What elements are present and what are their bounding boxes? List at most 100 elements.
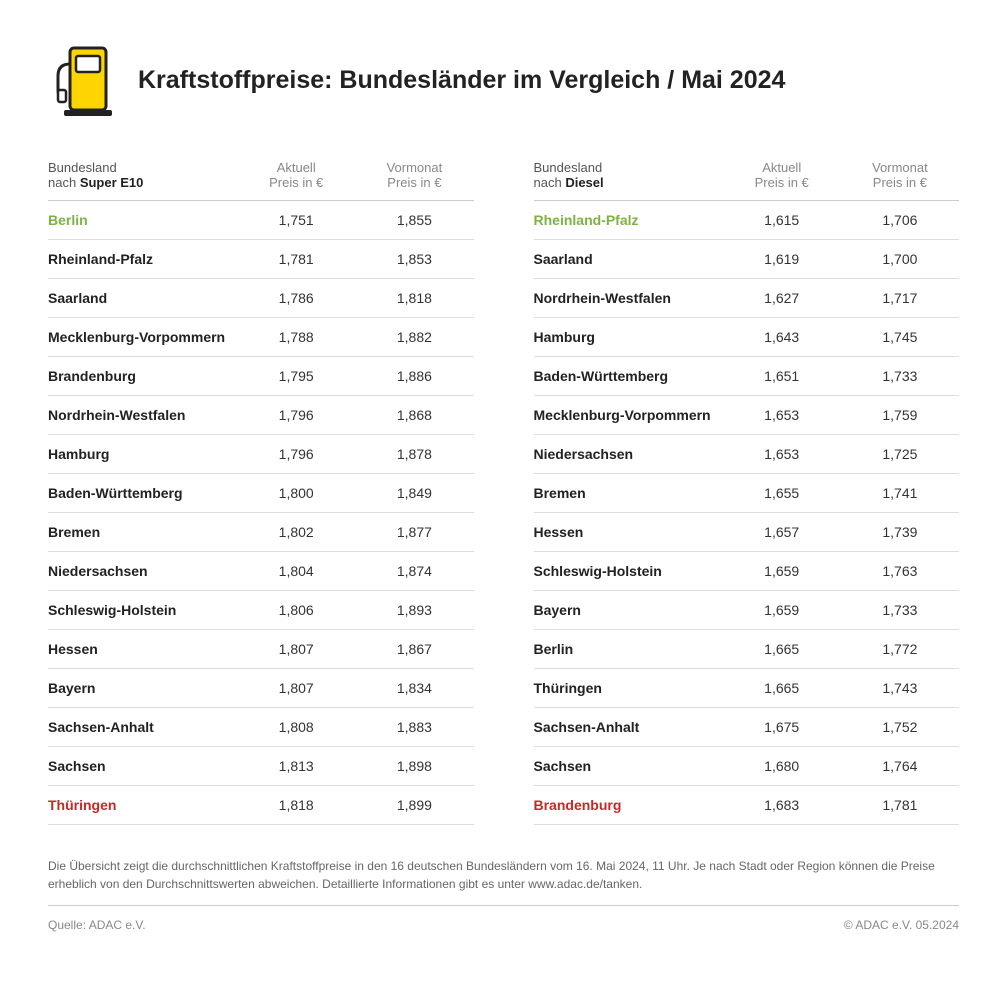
table-row: Thüringen1,6651,743 — [534, 669, 960, 708]
previous-price: 1,706 — [841, 212, 959, 228]
table-row: Bremen1,6551,741 — [534, 474, 960, 513]
copyright-text: © ADAC e.V. 05.2024 — [844, 918, 959, 932]
current-price: 1,807 — [237, 680, 355, 696]
previous-price: 1,763 — [841, 563, 959, 579]
state-name: Saarland — [48, 290, 237, 306]
table-header: Bundesland nach Super E10 Aktuell Preis … — [48, 150, 474, 201]
state-name: Brandenburg — [534, 797, 723, 813]
previous-price: 1,898 — [355, 758, 473, 774]
state-name: Berlin — [534, 641, 723, 657]
header-state: Bundesland nach Super E10 — [48, 160, 237, 190]
previous-price: 1,818 — [355, 290, 473, 306]
previous-price: 1,733 — [841, 368, 959, 384]
previous-price: 1,752 — [841, 719, 959, 735]
previous-price: 1,733 — [841, 602, 959, 618]
current-price: 1,751 — [237, 212, 355, 228]
current-price: 1,651 — [723, 368, 841, 384]
current-price: 1,659 — [723, 563, 841, 579]
state-name: Sachsen — [534, 758, 723, 774]
table-row: Saarland1,7861,818 — [48, 279, 474, 318]
table-row: Schleswig-Holstein1,8061,893 — [48, 591, 474, 630]
state-name: Saarland — [534, 251, 723, 267]
header-state: Bundesland nach Diesel — [534, 160, 723, 190]
state-name: Baden-Württemberg — [48, 485, 237, 501]
current-price: 1,665 — [723, 641, 841, 657]
table-row: Sachsen1,8131,898 — [48, 747, 474, 786]
table-row: Bremen1,8021,877 — [48, 513, 474, 552]
previous-price: 1,878 — [355, 446, 473, 462]
current-price: 1,683 — [723, 797, 841, 813]
source-text: Quelle: ADAC e.V. — [48, 918, 146, 932]
table-row: Hessen1,6571,739 — [534, 513, 960, 552]
previous-price: 1,739 — [841, 524, 959, 540]
current-price: 1,808 — [237, 719, 355, 735]
header-previous: Vormonat Preis in € — [841, 160, 959, 190]
previous-price: 1,772 — [841, 641, 959, 657]
table-super-e10: Bundesland nach Super E10 Aktuell Preis … — [48, 150, 474, 825]
current-price: 1,655 — [723, 485, 841, 501]
state-name: Hamburg — [48, 446, 237, 462]
current-price: 1,659 — [723, 602, 841, 618]
previous-price: 1,883 — [355, 719, 473, 735]
footer: Quelle: ADAC e.V. © ADAC e.V. 05.2024 — [48, 918, 959, 932]
current-price: 1,796 — [237, 407, 355, 423]
state-name: Schleswig-Holstein — [534, 563, 723, 579]
previous-price: 1,759 — [841, 407, 959, 423]
previous-price: 1,700 — [841, 251, 959, 267]
current-price: 1,818 — [237, 797, 355, 813]
state-name: Thüringen — [534, 680, 723, 696]
table-row: Baden-Württemberg1,6511,733 — [534, 357, 960, 396]
previous-price: 1,853 — [355, 251, 473, 267]
state-name: Baden-Württemberg — [534, 368, 723, 384]
previous-price: 1,899 — [355, 797, 473, 813]
current-price: 1,653 — [723, 446, 841, 462]
current-price: 1,796 — [237, 446, 355, 462]
previous-price: 1,743 — [841, 680, 959, 696]
previous-price: 1,741 — [841, 485, 959, 501]
table-row: Sachsen-Anhalt1,6751,752 — [534, 708, 960, 747]
table-row: Hamburg1,7961,878 — [48, 435, 474, 474]
table-row: Sachsen-Anhalt1,8081,883 — [48, 708, 474, 747]
previous-price: 1,882 — [355, 329, 473, 345]
table-body-0: Berlin1,7511,855Rheinland-Pfalz1,7811,85… — [48, 201, 474, 825]
current-price: 1,657 — [723, 524, 841, 540]
previous-price: 1,745 — [841, 329, 959, 345]
table-header: Bundesland nach Diesel Aktuell Preis in … — [534, 150, 960, 201]
previous-price: 1,874 — [355, 563, 473, 579]
previous-price: 1,717 — [841, 290, 959, 306]
previous-price: 1,781 — [841, 797, 959, 813]
table-diesel: Bundesland nach Diesel Aktuell Preis in … — [534, 150, 960, 825]
current-price: 1,615 — [723, 212, 841, 228]
current-price: 1,806 — [237, 602, 355, 618]
table-row: Thüringen1,8181,899 — [48, 786, 474, 825]
current-price: 1,781 — [237, 251, 355, 267]
current-price: 1,619 — [723, 251, 841, 267]
table-row: Hessen1,8071,867 — [48, 630, 474, 669]
table-row: Bayern1,8071,834 — [48, 669, 474, 708]
fuel-pump-icon — [48, 40, 118, 120]
state-name: Niedersachsen — [48, 563, 237, 579]
state-name: Nordrhein-Westfalen — [48, 407, 237, 423]
current-price: 1,807 — [237, 641, 355, 657]
previous-price: 1,868 — [355, 407, 473, 423]
state-name: Bremen — [534, 485, 723, 501]
previous-price: 1,867 — [355, 641, 473, 657]
previous-price: 1,725 — [841, 446, 959, 462]
state-name: Sachsen-Anhalt — [534, 719, 723, 735]
table-row: Nordrhein-Westfalen1,6271,717 — [534, 279, 960, 318]
state-name: Mecklenburg-Vorpommern — [534, 407, 723, 423]
state-name: Schleswig-Holstein — [48, 602, 237, 618]
footnote: Die Übersicht zeigt die durchschnittlich… — [48, 845, 959, 906]
table-row: Hamburg1,6431,745 — [534, 318, 960, 357]
table-row: Mecklenburg-Vorpommern1,6531,759 — [534, 396, 960, 435]
table-row: Mecklenburg-Vorpommern1,7881,882 — [48, 318, 474, 357]
table-row: Brandenburg1,6831,781 — [534, 786, 960, 825]
page-title: Kraftstoffpreise: Bundesländer im Vergle… — [138, 66, 785, 95]
table-row: Saarland1,6191,700 — [534, 240, 960, 279]
table-row: Brandenburg1,7951,886 — [48, 357, 474, 396]
current-price: 1,802 — [237, 524, 355, 540]
table-row: Schleswig-Holstein1,6591,763 — [534, 552, 960, 591]
table-row: Berlin1,6651,772 — [534, 630, 960, 669]
current-price: 1,804 — [237, 563, 355, 579]
table-row: Sachsen1,6801,764 — [534, 747, 960, 786]
